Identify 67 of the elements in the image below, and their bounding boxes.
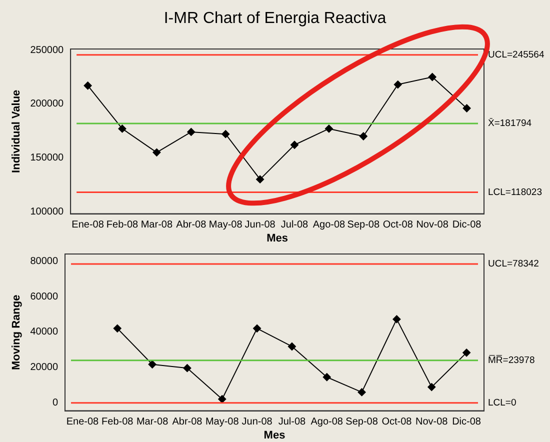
x-tick-label: Mar-08 xyxy=(136,416,169,428)
y-tick-label: 0 xyxy=(52,398,58,409)
x-tick-label: Abr-08 xyxy=(172,416,203,428)
x-tick-label: Oct-08 xyxy=(382,416,412,428)
y-tick-label: 200000 xyxy=(30,98,64,110)
point xyxy=(359,132,368,140)
point xyxy=(358,388,366,396)
y-axis-title: Individual Value xyxy=(10,90,23,173)
ref-line-label: UCL=78342 xyxy=(488,258,539,270)
x-tick-label: Ene-08 xyxy=(72,220,104,231)
y-tick-label: 80000 xyxy=(30,256,58,267)
ref-line-label: LCL=0 xyxy=(488,397,516,408)
x-tick-label: Ago-08 xyxy=(310,416,344,428)
x-tick-label: Jun-08 xyxy=(244,220,276,231)
x-tick-label: Jul-08 xyxy=(280,220,309,231)
x-tick-label: Oct-08 xyxy=(382,220,414,231)
y-tick-label: 40000 xyxy=(30,326,58,338)
point xyxy=(118,124,126,133)
x-axis-title: Mes xyxy=(264,429,286,442)
x-tick-label: Mar-08 xyxy=(140,220,173,231)
point xyxy=(256,175,264,184)
x-axis-title: Mes xyxy=(266,232,288,244)
x-tick-label: Feb-08 xyxy=(106,220,139,231)
x-tick-label: Sep-08 xyxy=(346,416,378,428)
point xyxy=(148,360,156,368)
x-tick-label: Abr-08 xyxy=(176,220,207,231)
x-tick-label: Nov-08 xyxy=(416,416,448,428)
point xyxy=(84,82,92,90)
y-tick-label: 250000 xyxy=(30,44,64,56)
point xyxy=(290,140,299,149)
point xyxy=(462,348,471,357)
y-axis-title: Moving Range xyxy=(10,294,23,370)
x-tick-label: Ago-08 xyxy=(312,220,346,231)
x-tick-label: Ene-08 xyxy=(66,416,100,428)
point xyxy=(288,342,296,350)
y-tick-label: 60000 xyxy=(30,291,58,302)
x-tick-label: May-08 xyxy=(208,220,243,231)
point xyxy=(218,395,226,404)
point xyxy=(152,148,161,156)
point xyxy=(428,73,436,82)
y-tick-label: 150000 xyxy=(30,152,64,164)
point xyxy=(253,324,262,332)
point xyxy=(183,364,192,372)
point xyxy=(394,80,402,89)
x-tick-label: Feb-08 xyxy=(102,416,134,428)
x-tick-label: Sep-08 xyxy=(347,220,380,231)
ref-line-label: M̅R̅=23978 xyxy=(488,354,535,366)
point xyxy=(324,124,333,133)
point xyxy=(113,324,122,332)
point xyxy=(322,373,331,382)
point xyxy=(222,130,230,138)
point xyxy=(462,104,471,112)
point xyxy=(428,383,436,392)
chart-title: I-MR Chart of Energia Reactiva xyxy=(162,10,388,28)
x-tick-label: Dic-08 xyxy=(452,220,482,231)
ref-line-label: LCL=118023 xyxy=(488,186,542,198)
x-tick-label: Jul-08 xyxy=(278,416,306,428)
x-tick-label: May-08 xyxy=(205,416,240,428)
y-tick-label: 20000 xyxy=(30,362,58,374)
point xyxy=(392,315,401,324)
ref-line-label: UCL=245564 xyxy=(488,49,544,60)
y-tick-label: 100000 xyxy=(30,206,64,218)
x-tick-label: Nov-08 xyxy=(416,220,449,231)
point xyxy=(187,128,196,136)
ref-line-label: X̄=181794 xyxy=(488,118,532,130)
x-tick-label: Jun-08 xyxy=(242,416,273,428)
x-tick-label: Dic-08 xyxy=(452,416,482,428)
